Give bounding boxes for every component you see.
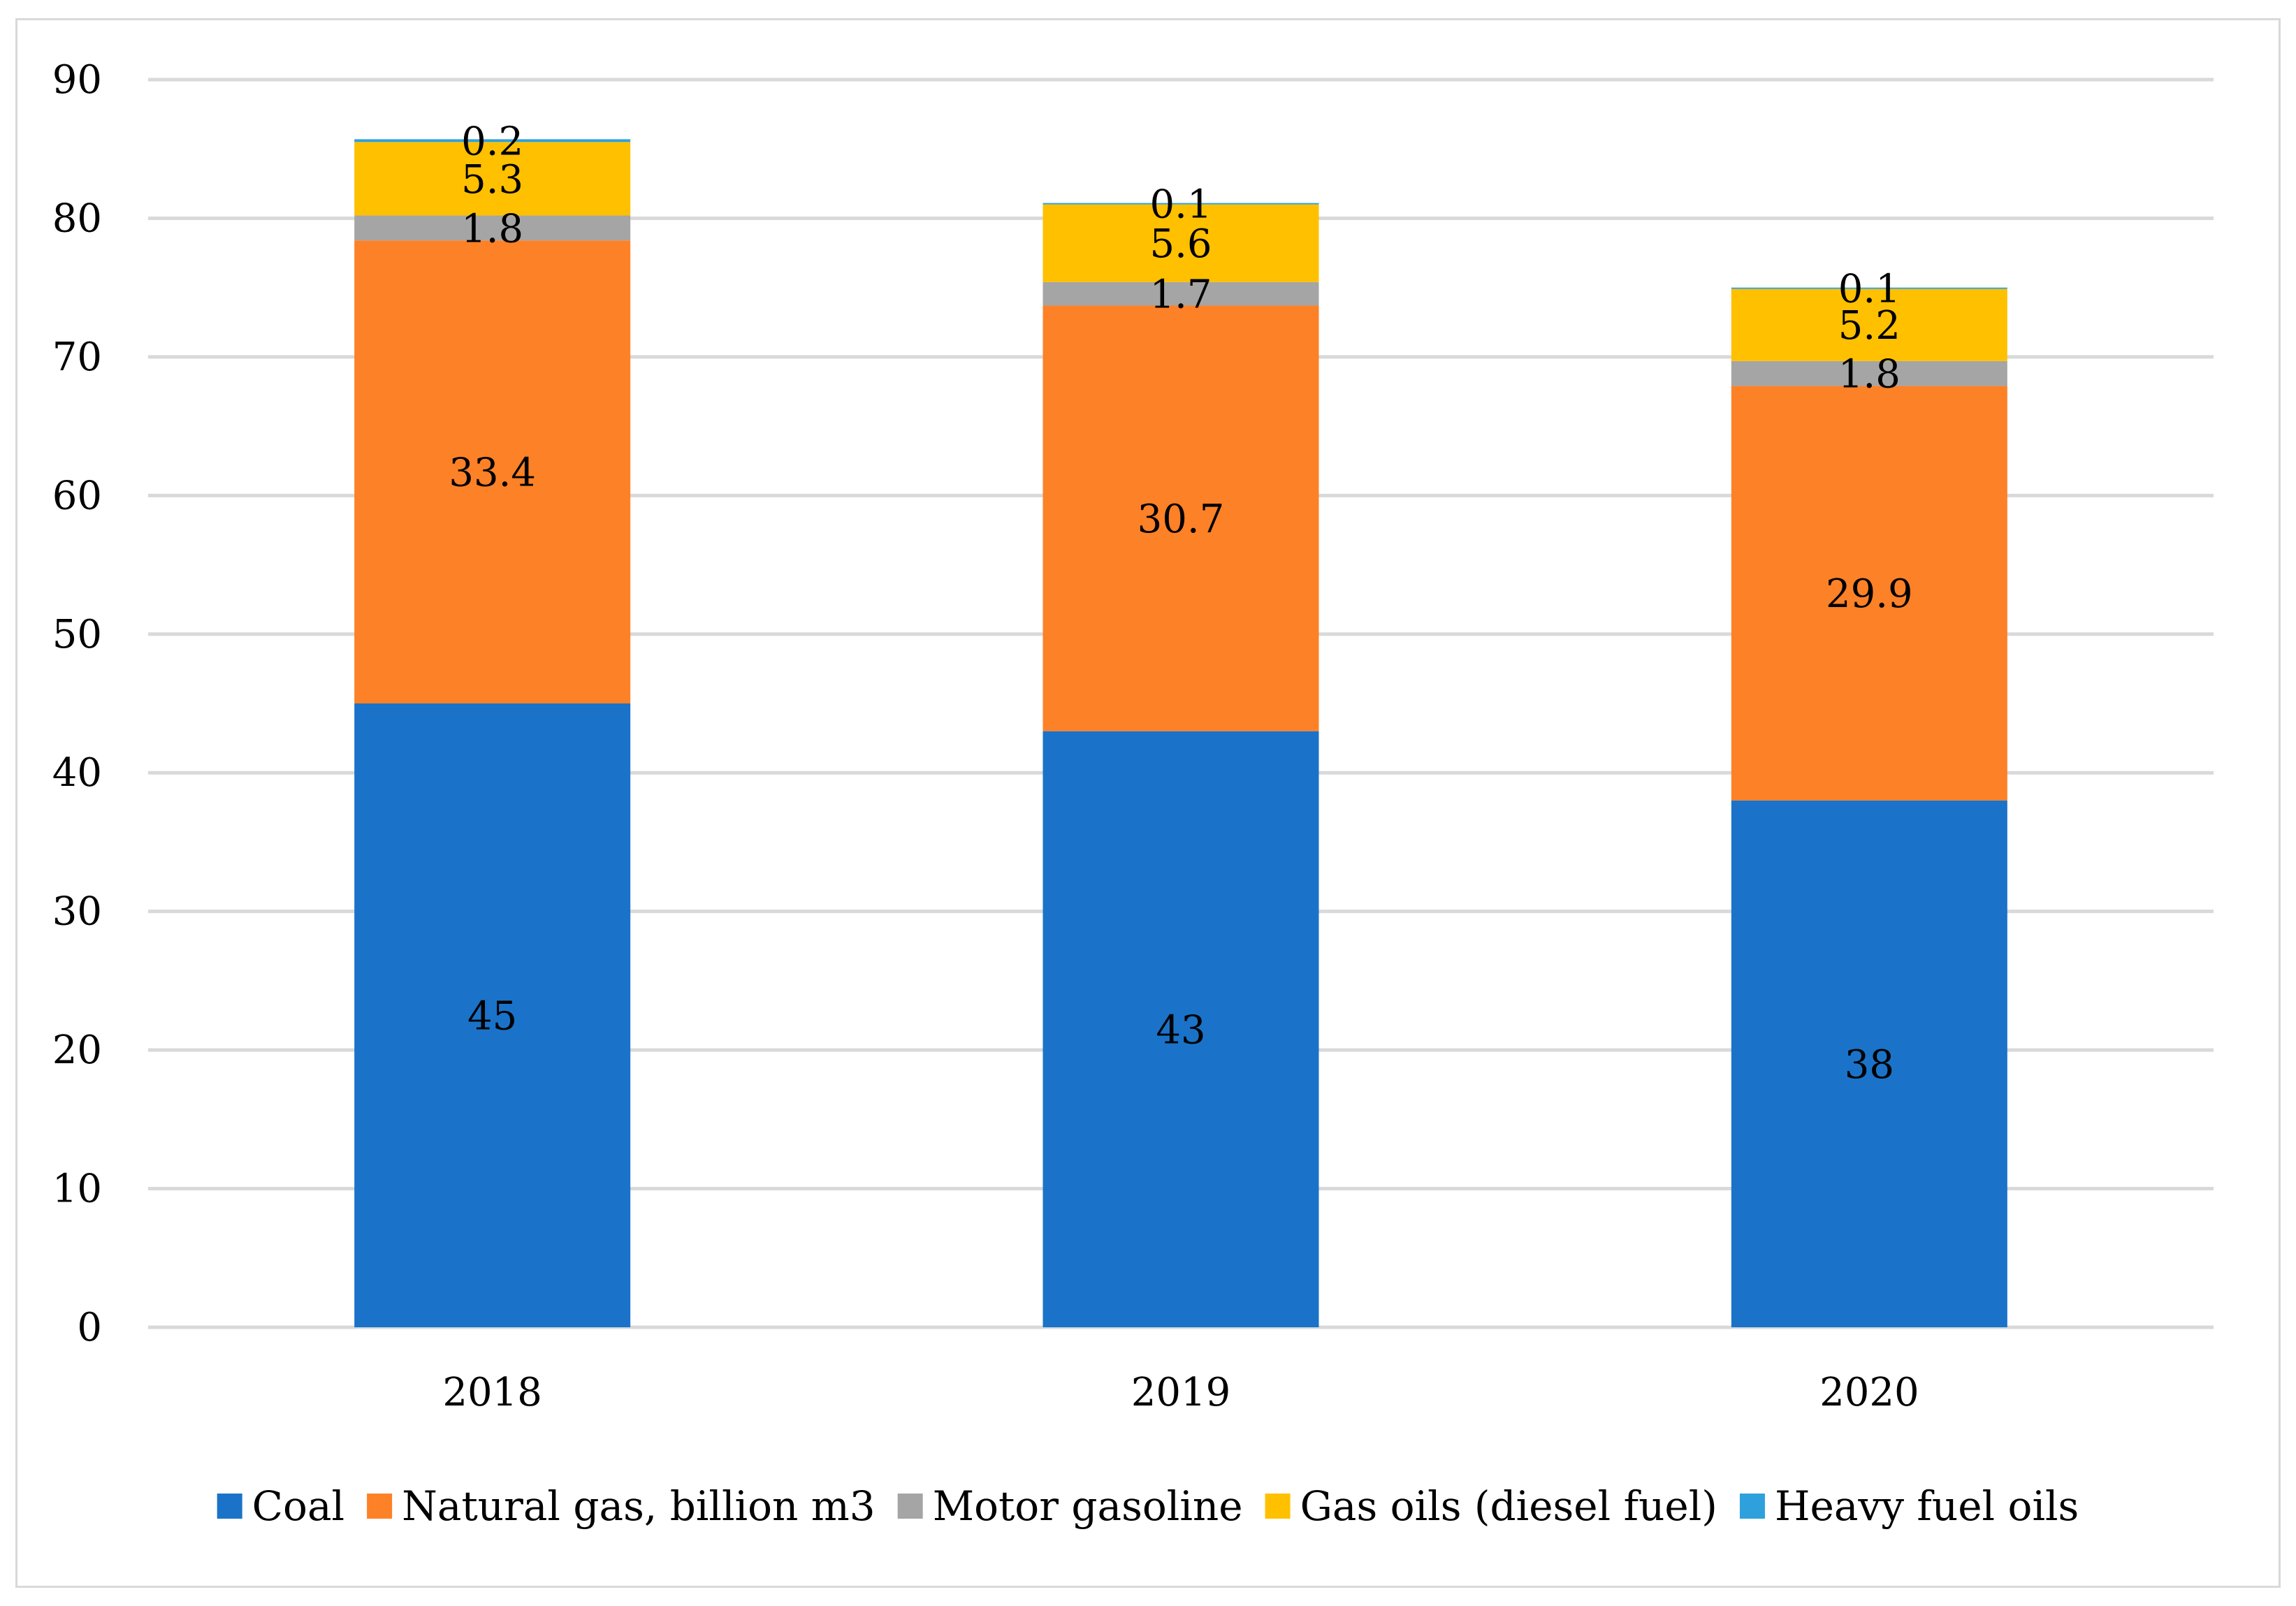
legend: Coal Natural gas, billion m3 Motor gasolin… <box>217 1482 2079 1530</box>
bar-2018-series-3 <box>354 142 631 216</box>
legend-item-1: Natural gas, billion m3 <box>367 1482 875 1530</box>
bar-2018-series-0 <box>354 703 631 1327</box>
legend-swatch-4 <box>1739 1494 1765 1519</box>
x-tick-label-2019: 2019 <box>1131 1370 1231 1415</box>
bar-2018-series-1 <box>354 240 631 703</box>
legend-label-1: Natural gas, billion m3 <box>402 1482 875 1530</box>
data-label-2020-series-0: 38 <box>1845 1042 1894 1088</box>
data-label-2018-series-1: 33.4 <box>449 451 536 496</box>
x-axis-tick-labels: 2018 2019 2020 <box>442 1370 1919 1415</box>
data-label-2018-series-4: 0.2 <box>461 119 523 164</box>
x-tick-label-2018: 2018 <box>442 1370 542 1415</box>
data-label-2020-series-3: 5.2 <box>1838 303 1901 349</box>
y-tick-label-90: 90 <box>52 57 102 103</box>
bar-2020-series-2 <box>1731 360 2007 386</box>
y-tick-label-0: 0 <box>77 1305 102 1350</box>
bars <box>354 139 2007 1327</box>
bar-2020-series-0 <box>1731 800 2007 1327</box>
y-tick-label-30: 30 <box>52 889 102 935</box>
data-label-2020-series-2: 1.8 <box>1838 352 1901 397</box>
data-label-2018-series-0: 45 <box>467 994 517 1039</box>
data-label-2020-series-1: 29.9 <box>1826 571 1913 617</box>
y-tick-label-10: 10 <box>52 1167 102 1212</box>
data-label-2019-series-1: 30.7 <box>1138 497 1225 542</box>
legend-item-2: Motor gasoline <box>897 1482 1243 1530</box>
legend-item-3: Gas oils (diesel fuel) <box>1265 1482 1717 1530</box>
legend-label-2: Motor gasoline <box>933 1482 1243 1530</box>
bar-2020-series-4 <box>1731 287 2007 289</box>
bar-2019-series-0 <box>1042 731 1319 1327</box>
y-axis-tick-labels: 0 10 20 30 40 50 60 70 80 90 <box>52 57 102 1350</box>
data-labels: 4533.41.85.30.24330.71.75.60.13829.91.85… <box>449 119 1912 1088</box>
bar-2019-series-2 <box>1042 282 1319 306</box>
bar-2018-series-2 <box>354 215 631 241</box>
data-label-2019-series-0: 43 <box>1156 1007 1205 1053</box>
legend-swatch-0 <box>217 1494 242 1519</box>
legend-item-0: Coal <box>217 1482 344 1530</box>
bar-2019-series-3 <box>1042 204 1319 282</box>
y-tick-label-50: 50 <box>52 612 102 657</box>
bar-2019-series-1 <box>1042 305 1319 731</box>
data-label-2019-series-3: 5.6 <box>1149 221 1212 267</box>
y-tick-label-20: 20 <box>52 1028 102 1073</box>
bar-2018-series-4 <box>354 139 631 143</box>
legend-swatch-1 <box>367 1494 393 1519</box>
data-label-2018-series-2: 1.8 <box>461 206 523 251</box>
y-tick-label-40: 40 <box>52 750 102 796</box>
legend-label-4: Heavy fuel oils <box>1775 1482 2079 1530</box>
legend-label-3: Gas oils (diesel fuel) <box>1300 1482 1717 1530</box>
legend-swatch-3 <box>1265 1494 1291 1519</box>
x-tick-label-2020: 2020 <box>1819 1370 1919 1415</box>
legend-label-0: Coal <box>252 1482 344 1530</box>
bar-2020-series-1 <box>1731 386 2007 801</box>
bar-2019-series-4 <box>1042 203 1319 205</box>
data-label-2019-series-4: 0.1 <box>1149 182 1212 228</box>
y-tick-label-70: 70 <box>52 335 102 380</box>
legend-swatch-2 <box>897 1494 923 1519</box>
y-tick-label-60: 60 <box>52 473 102 518</box>
data-label-2018-series-3: 5.3 <box>461 157 523 203</box>
data-label-2019-series-2: 1.7 <box>1149 272 1212 318</box>
y-tick-label-80: 80 <box>52 196 102 241</box>
bar-2020-series-3 <box>1731 289 2007 361</box>
legend-item-4: Heavy fuel oils <box>1739 1482 2079 1530</box>
data-label-2020-series-4: 0.1 <box>1838 267 1901 312</box>
